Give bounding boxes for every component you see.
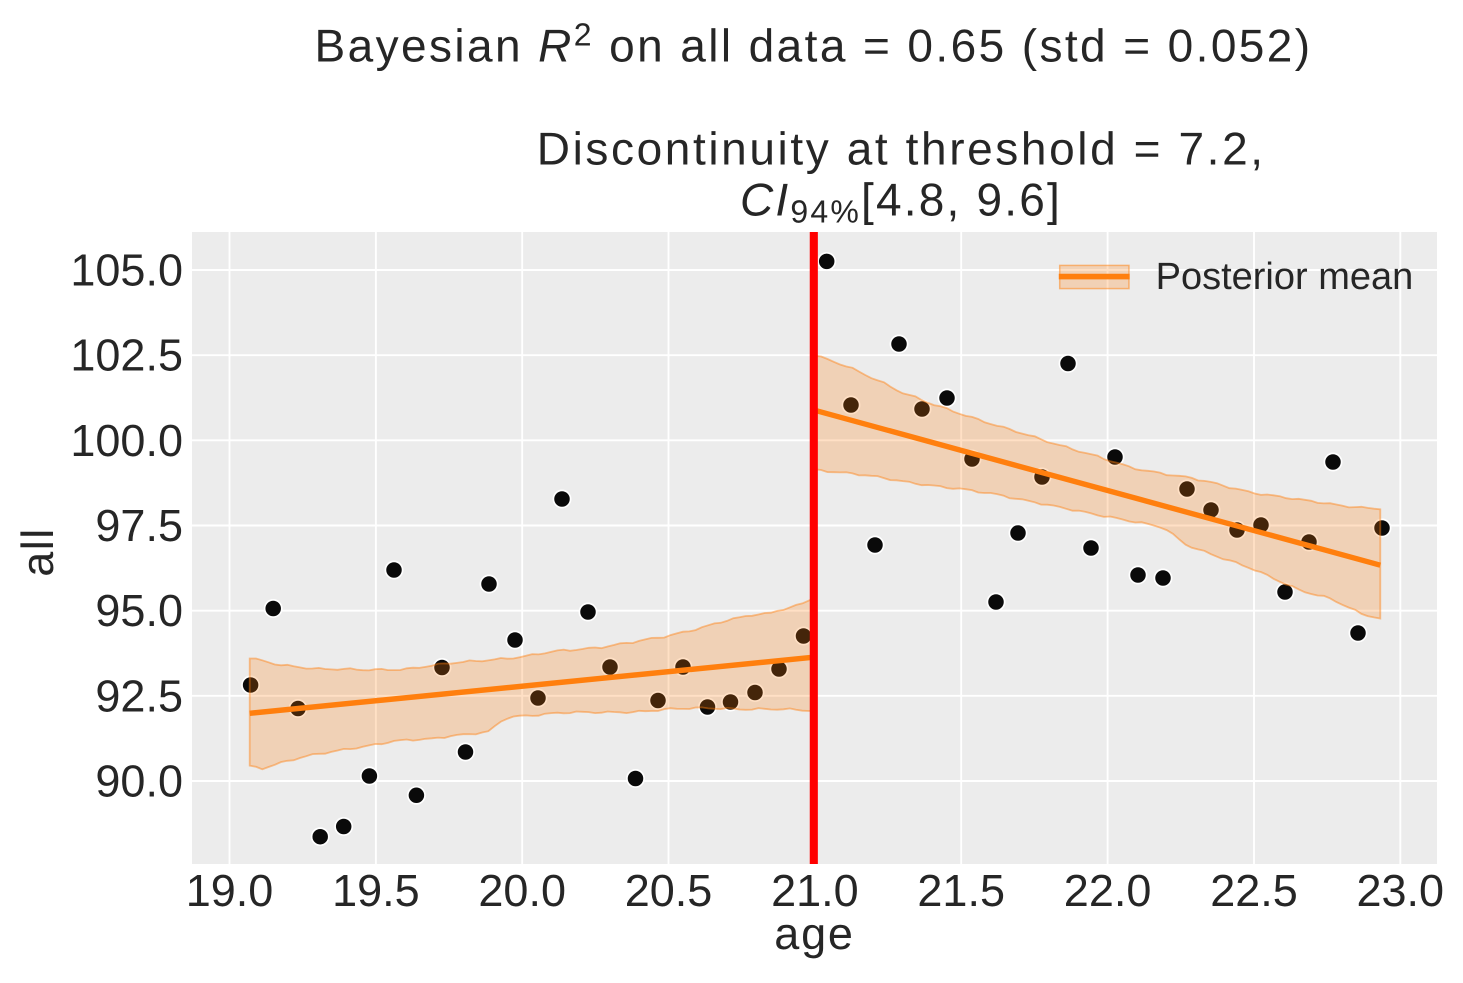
svg-text:22.0: 22.0 bbox=[1064, 865, 1152, 916]
svg-text:all: all bbox=[12, 527, 63, 577]
svg-text:90.0: 90.0 bbox=[95, 756, 183, 807]
svg-text:21.5: 21.5 bbox=[917, 865, 1005, 916]
svg-text:Bayesian R2 on all data = 0.65: Bayesian R2 on all data = 0.65 (std = 0.… bbox=[315, 16, 1313, 71]
svg-text:19.5: 19.5 bbox=[332, 865, 420, 916]
svg-text:22.5: 22.5 bbox=[1210, 865, 1298, 916]
svg-text:age: age bbox=[774, 908, 854, 959]
svg-text:105.0: 105.0 bbox=[70, 245, 183, 296]
svg-text:20.5: 20.5 bbox=[625, 865, 713, 916]
svg-text:100.0: 100.0 bbox=[70, 415, 183, 466]
svg-text:97.5: 97.5 bbox=[95, 500, 183, 551]
svg-text:92.5: 92.5 bbox=[95, 670, 183, 721]
svg-text:102.5: 102.5 bbox=[70, 330, 183, 381]
svg-text:Discontinuity at threshold = 7: Discontinuity at threshold = 7.2, bbox=[537, 122, 1266, 174]
svg-text:21.0: 21.0 bbox=[771, 865, 859, 916]
svg-text:CI94%[4.8, 9.6]: CI94%[4.8, 9.6] bbox=[740, 174, 1062, 230]
svg-text:23.0: 23.0 bbox=[1357, 865, 1445, 916]
svg-text:Posterior mean: Posterior mean bbox=[1156, 256, 1414, 298]
svg-text:19.0: 19.0 bbox=[186, 865, 274, 916]
svg-text:95.0: 95.0 bbox=[95, 585, 183, 636]
svg-text:20.0: 20.0 bbox=[478, 865, 566, 916]
